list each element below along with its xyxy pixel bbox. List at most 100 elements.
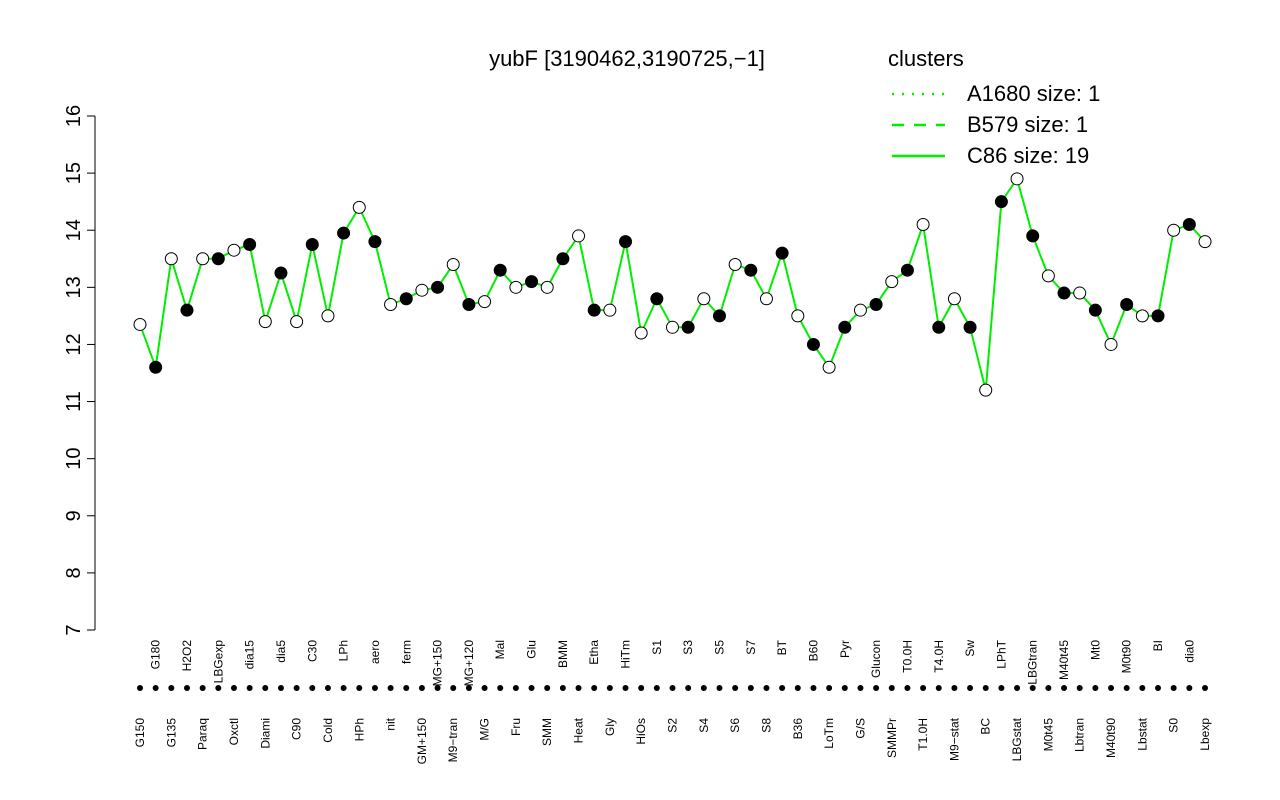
x-tick-label: Etha xyxy=(587,640,601,665)
x-tick xyxy=(653,685,660,691)
data-point xyxy=(666,320,679,334)
legend-label: C86 size: 19 xyxy=(967,143,1089,168)
data-point xyxy=(572,229,586,243)
x-tick xyxy=(826,685,833,691)
x-tick xyxy=(403,685,410,691)
data-point xyxy=(963,320,977,334)
x-tick xyxy=(277,685,284,691)
legend-label: A1680 size: 1 xyxy=(967,81,1100,106)
x-tick xyxy=(873,685,880,691)
x-tick-label: C30 xyxy=(305,640,319,662)
data-point xyxy=(1041,269,1055,283)
data-point xyxy=(399,292,413,306)
data-point xyxy=(556,252,570,266)
x-tick xyxy=(904,685,911,691)
data-point xyxy=(227,243,241,257)
legend-title: clusters xyxy=(888,46,964,71)
x-tick-label: MG+120 xyxy=(462,640,476,687)
x-tick xyxy=(215,685,222,691)
data-point xyxy=(619,235,633,249)
data-point xyxy=(211,252,225,266)
y-tick-label: 16 xyxy=(63,105,85,127)
x-tick-label: G150 xyxy=(133,718,147,748)
x-tick-label: M40t45 xyxy=(1057,640,1071,680)
x-tick-label: S3 xyxy=(681,640,695,655)
x-tick xyxy=(450,685,457,691)
data-point xyxy=(1151,309,1165,323)
x-tick-label: G135 xyxy=(164,718,178,748)
data-point xyxy=(838,320,852,334)
y-tick-label: 9 xyxy=(63,510,85,521)
x-tick xyxy=(920,685,927,691)
x-tick-label: G/S xyxy=(853,718,867,739)
x-tick-label: M/G xyxy=(478,718,492,741)
data-point xyxy=(822,360,836,374)
x-tick xyxy=(1061,685,1068,691)
x-tick xyxy=(137,685,143,691)
x-tick-label: T4.0H xyxy=(932,640,946,673)
x-tick-label: S4 xyxy=(697,718,711,733)
x-tick xyxy=(606,685,613,691)
x-tick-label: Sw xyxy=(963,640,977,657)
x-tick xyxy=(747,685,754,691)
x-tick-label: C90 xyxy=(290,718,304,740)
x-tick-label: LPhT xyxy=(994,639,1008,668)
data-point xyxy=(478,295,492,309)
x-tick-label: Mal xyxy=(493,640,507,659)
x-tick xyxy=(622,685,629,691)
y-tick-label: 13 xyxy=(63,276,85,298)
x-tick-label: Glu xyxy=(525,640,539,659)
data-point xyxy=(947,292,961,306)
x-tick xyxy=(418,685,425,691)
x-tick-label: S6 xyxy=(728,718,742,733)
x-tick-label: Mt0 xyxy=(1088,640,1102,660)
data-point xyxy=(509,280,523,294)
x-tick xyxy=(262,685,269,691)
x-tick-label: ferm xyxy=(399,640,413,664)
x-tick xyxy=(183,685,190,691)
x-tick-label: Oxctl xyxy=(227,718,241,745)
x-tick xyxy=(309,685,316,691)
data-point xyxy=(744,263,758,277)
data-point xyxy=(540,280,554,294)
x-tick-label: dia0 xyxy=(1182,640,1196,663)
x-tick xyxy=(669,685,676,691)
x-tick-label: B36 xyxy=(791,718,805,740)
y-tick-label: 8 xyxy=(63,567,85,578)
x-tick-label: S8 xyxy=(759,718,773,733)
x-tick-label: SMMPr xyxy=(885,718,899,758)
x-tick-label: Paraq xyxy=(196,718,210,750)
y-tick-label: 7 xyxy=(63,624,85,635)
x-tick xyxy=(1155,685,1162,691)
x-tick-label: M0t45 xyxy=(1041,718,1055,752)
data-point xyxy=(446,257,460,271)
data-point xyxy=(994,195,1008,209)
x-tick-label: T0.0H xyxy=(900,640,914,673)
data-point xyxy=(180,303,194,317)
data-point xyxy=(728,257,742,271)
x-tick-label: M9−tran xyxy=(446,718,460,762)
x-tick-label: HiTm xyxy=(619,640,633,669)
x-tick-label: M9−stat xyxy=(947,717,961,761)
x-tick xyxy=(544,685,551,691)
x-tick xyxy=(246,685,253,691)
x-tick-label: Glucon xyxy=(869,640,883,678)
x-tick-label: Lbtran xyxy=(1073,718,1087,752)
x-tick xyxy=(591,685,598,691)
data-point xyxy=(1010,172,1024,186)
x-tick-label: LoTm xyxy=(822,718,836,749)
x-tick-label: dia15 xyxy=(243,640,257,670)
x-tick xyxy=(732,685,739,691)
data-point xyxy=(1167,223,1181,237)
x-tick xyxy=(794,685,801,691)
x-tick xyxy=(528,685,535,691)
x-tick xyxy=(1014,685,1021,691)
x-tick xyxy=(810,685,817,691)
data-point xyxy=(149,360,163,374)
data-point xyxy=(1198,235,1212,249)
data-point xyxy=(979,383,993,397)
x-tick xyxy=(763,685,770,691)
data-point xyxy=(305,238,319,251)
y-tick-label: 12 xyxy=(63,333,85,355)
x-tick xyxy=(716,685,723,691)
